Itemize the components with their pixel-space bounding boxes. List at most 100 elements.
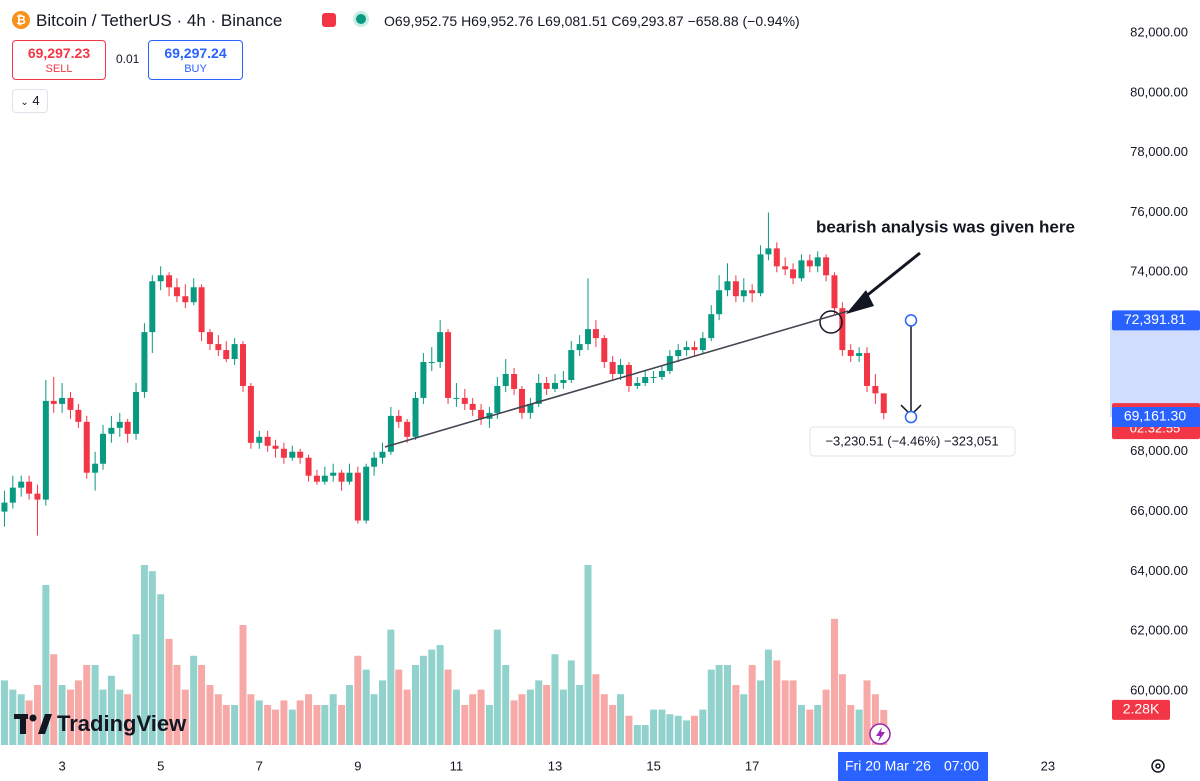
- candle-body: [206, 332, 213, 345]
- volume-bar: [600, 694, 608, 745]
- candle-body: [231, 344, 238, 360]
- candle-body: [683, 347, 690, 351]
- candle-body: [847, 350, 854, 357]
- candle-body: [773, 248, 780, 267]
- candle-body: [831, 275, 838, 309]
- candle-body: [190, 287, 197, 303]
- candle-body: [313, 475, 320, 482]
- settings-button[interactable]: [1151, 759, 1165, 773]
- price-tag: [1112, 310, 1200, 331]
- volume-bar: [83, 665, 91, 745]
- candle-body: [321, 475, 328, 482]
- y-tick-label: 74,000.00: [1130, 264, 1188, 279]
- candle-body: [18, 481, 25, 488]
- volume-bar: [493, 629, 501, 745]
- candle-body: [346, 472, 353, 482]
- candle-body: [26, 481, 33, 494]
- volume-bar: [461, 705, 469, 745]
- candle-body: [634, 382, 641, 386]
- volume-bar: [140, 565, 148, 745]
- candle-body: [658, 371, 665, 377]
- price-tag-label: 69,161.30: [1124, 408, 1186, 424]
- volume-bar: [378, 680, 386, 745]
- measure-start[interactable]: [904, 314, 918, 327]
- candle-body: [478, 409, 485, 419]
- candle-body: [239, 344, 246, 386]
- measure-label-box: [809, 426, 1016, 457]
- candle-body: [133, 391, 140, 434]
- candle-body: [404, 421, 411, 437]
- candle-body: [247, 385, 254, 443]
- volume-bar: [806, 709, 814, 745]
- crosshair-date: Fri 20 Mar '26: [845, 758, 931, 774]
- volume-bar: [313, 705, 321, 745]
- volume-bar: [124, 694, 132, 745]
- volume-bar: [25, 700, 33, 745]
- y-tick-label: 68,000.00: [1130, 443, 1188, 458]
- candle-body: [198, 287, 205, 333]
- candle-body: [256, 436, 263, 443]
- candle-body: [708, 314, 715, 339]
- candle-body: [223, 350, 230, 360]
- annotation-arrowhead: [846, 290, 874, 314]
- buy-button[interactable]: 69,297.24 BUY: [148, 40, 243, 80]
- alert-icon[interactable]: [322, 13, 336, 27]
- volume-bar: [477, 689, 485, 745]
- volume-bar: [231, 705, 239, 745]
- candle-body: [92, 463, 99, 473]
- trend-line: [384, 310, 849, 448]
- volume-bar: [625, 715, 633, 745]
- crosshair-time: 07:00: [944, 758, 979, 774]
- y-tick-label: 76,000.00: [1130, 204, 1188, 219]
- volume-bar: [181, 689, 189, 745]
- measure-axis-highlight: [1110, 320, 1200, 418]
- volume-bar: [370, 694, 378, 745]
- branding-logo: TradingView: [14, 711, 187, 736]
- volume-bar: [280, 700, 288, 745]
- candle-body: [461, 397, 468, 404]
- volume-bar: [264, 705, 272, 745]
- volume-bar: [99, 689, 107, 745]
- volume-bar: [173, 665, 181, 745]
- volume-bar: [247, 694, 255, 745]
- measure-end[interactable]: [904, 410, 918, 424]
- volume-tag: [1112, 699, 1170, 720]
- candle-body: [740, 290, 747, 297]
- candle-body: [42, 400, 49, 500]
- y-tick-label: 82,000.00: [1130, 24, 1188, 39]
- volume-bar: [510, 700, 518, 745]
- candle-body: [732, 281, 739, 297]
- volume-bar: [165, 638, 173, 745]
- sell-button[interactable]: 69,297.23 SELL: [12, 40, 106, 80]
- volume-bar: [748, 665, 756, 745]
- volume-bar: [91, 665, 99, 745]
- highlight-circle: [819, 310, 843, 334]
- candle-body: [691, 347, 698, 351]
- volume-bar: [222, 705, 230, 745]
- y-tick-label: 62,000.00: [1130, 623, 1188, 638]
- candle-body: [100, 433, 107, 464]
- volume-bar: [535, 680, 543, 745]
- volume-bar: [584, 565, 592, 745]
- volume-bar: [452, 689, 460, 745]
- volume-bar: [428, 649, 436, 745]
- candle-body: [601, 338, 608, 363]
- flash-icon: [876, 727, 885, 742]
- candle-body: [157, 275, 164, 282]
- candle-body: [675, 350, 682, 357]
- volume-bar: [436, 645, 444, 745]
- x-tick-label: 15: [646, 758, 660, 773]
- volume-bar: [296, 700, 304, 745]
- indicators-toggle[interactable]: ⌄ 4: [12, 89, 48, 113]
- candle-body: [420, 362, 427, 398]
- x-tick-label: 23: [1041, 758, 1055, 773]
- candle-body: [124, 421, 131, 434]
- volume-bar: [855, 709, 863, 745]
- candle-body: [880, 393, 887, 414]
- candle-body: [59, 397, 66, 404]
- volume-bar: [116, 689, 124, 745]
- symbol-title[interactable]: Bitcoin / TetherUS · 4h · Binance: [36, 11, 283, 30]
- volume-bar: [412, 665, 420, 745]
- volume-bar: [764, 649, 772, 745]
- volume-bar: [838, 674, 846, 745]
